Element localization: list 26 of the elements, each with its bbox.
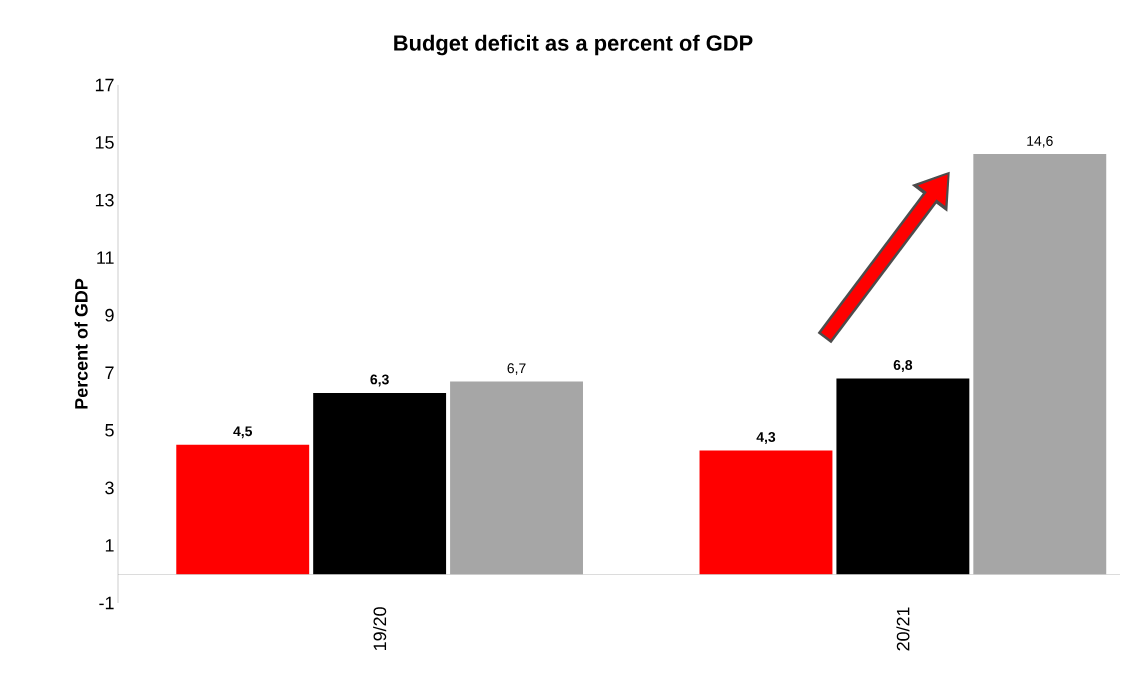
bar: [973, 154, 1107, 575]
y-tick-label: 3: [105, 481, 114, 495]
bar: [450, 381, 583, 575]
y-tick-label: 7: [105, 366, 114, 379]
y-tick-label: 15: [95, 136, 114, 149]
y-tick-label: 13: [95, 193, 114, 207]
data-label: 14,6: [1027, 136, 1053, 148]
bar: [836, 378, 970, 575]
data-label: 4,5: [233, 426, 253, 439]
bar: [699, 450, 833, 575]
bar: [176, 444, 310, 575]
y-tick-label: 5: [105, 424, 114, 437]
y-tick-label: 17: [95, 78, 114, 92]
data-label: 6,7: [507, 363, 526, 375]
x-tick-label: 19/20: [373, 607, 387, 651]
y-tick-label: -1: [99, 596, 114, 610]
y-axis-title: Percent of GDP: [74, 278, 88, 409]
data-label: 6,8: [893, 360, 913, 372]
data-label: 6,3: [370, 374, 389, 387]
y-tick-label: 11: [97, 251, 114, 264]
chart-title: Budget deficit as a percent of GDP: [394, 34, 753, 56]
bar: [313, 392, 447, 575]
x-tick-label: 20/21: [896, 607, 910, 651]
y-tick-label: 1: [105, 539, 114, 552]
y-tick-label: 9: [105, 308, 114, 322]
data-label: 4,3: [756, 432, 776, 444]
